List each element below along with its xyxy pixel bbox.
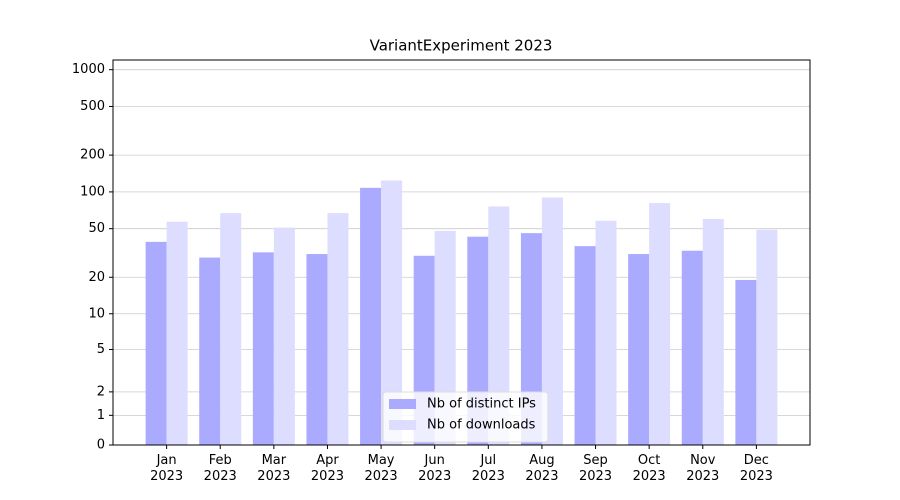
y-tick-label: 10	[88, 306, 105, 321]
chart-title: VariantExperiment 2023	[370, 37, 553, 55]
bar	[595, 220, 617, 445]
bar	[434, 230, 456, 445]
bar	[628, 254, 650, 445]
bar	[166, 221, 188, 445]
bar	[360, 187, 382, 446]
x-tick-label: Feb 2023	[203, 453, 237, 484]
x-tick-label: Apr 2023	[310, 453, 344, 484]
bar	[702, 219, 724, 445]
bar	[199, 257, 221, 445]
x-tick-label: Oct 2023	[632, 453, 666, 484]
bar	[681, 250, 703, 445]
bar	[541, 197, 563, 445]
y-tick-label: 1	[97, 408, 105, 423]
x-tick-label: May 2023	[364, 453, 398, 484]
y-tick-label: 2	[97, 384, 105, 399]
y-tick-label: 0	[97, 438, 105, 453]
legend-label: Nb of downloads	[427, 418, 536, 433]
bar	[145, 241, 167, 445]
bar	[649, 203, 671, 445]
y-tick-label: 50	[88, 221, 105, 236]
y-tick-label: 5	[97, 342, 105, 357]
bar	[327, 213, 349, 445]
bar	[273, 227, 295, 445]
y-tick-label: 200	[80, 148, 105, 163]
bar	[488, 206, 510, 445]
bar	[756, 229, 778, 445]
bar	[252, 252, 274, 445]
y-tick-label: 100	[80, 184, 105, 199]
legend-box	[382, 391, 549, 443]
x-tick-label: Dec 2023	[739, 453, 773, 484]
bar	[381, 180, 403, 445]
bar	[574, 246, 596, 445]
x-tick-label: Aug 2023	[525, 453, 559, 484]
x-tick-label: Jan 2023	[150, 453, 184, 484]
bar	[220, 213, 242, 445]
legend-label: Nb of distinct IPs	[427, 397, 536, 412]
x-tick-label: Jul 2023	[471, 453, 505, 484]
x-tick-label: Jun 2023	[418, 453, 452, 484]
x-tick-label: Nov 2023	[686, 453, 720, 484]
y-tick-label: 20	[88, 270, 105, 285]
x-tick-label: Sep 2023	[578, 453, 613, 484]
bar	[735, 279, 757, 445]
plot-frame	[112, 59, 811, 446]
legend: Nb of distinct IPs Nb of downloads	[382, 391, 549, 443]
legend-swatch	[389, 420, 416, 430]
x-tick-label: Mar 2023	[257, 453, 291, 484]
bar	[306, 254, 328, 445]
legend-swatch	[389, 399, 416, 409]
y-tick-label: 1000	[72, 62, 105, 77]
y-tick-label: 500	[80, 99, 105, 114]
